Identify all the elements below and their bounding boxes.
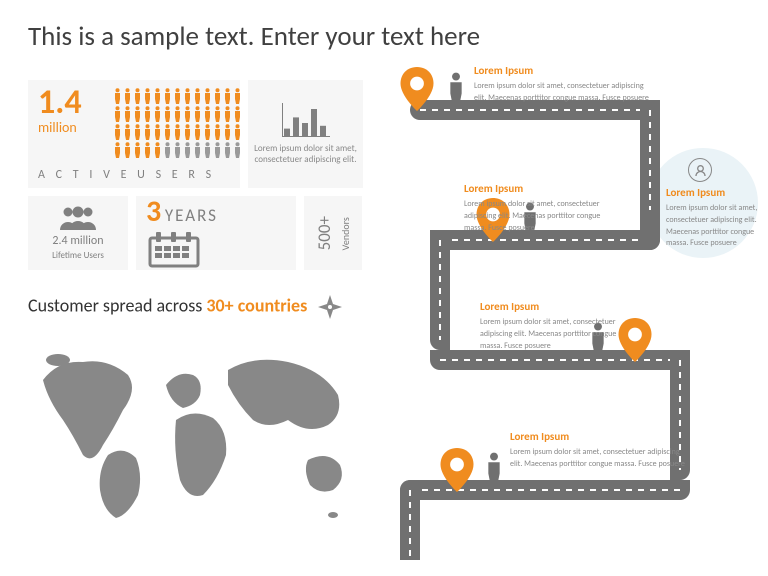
active-users-label: A C T I V E U S E R S [38,168,215,182]
vendors-block: 500+ Vendors [304,196,362,270]
stop-title: Lorem Ipsum [510,430,690,444]
compass-icon [317,294,343,320]
chart-caption: Lorem ipsum dolor sit amet, consectetuer… [254,143,357,166]
person-icon [446,72,466,106]
stop-title: Lorem Ipsum [480,300,640,314]
page-title: This is a sample text. Enter your text h… [28,20,480,53]
stop-desc: Lorem ipsum dolor sit amet, consectetuer… [464,199,600,232]
stop-desc: Lorem ipsum dolor sit amet, consectetuer… [666,203,757,248]
stop-title: Lorem Ipsum [464,182,624,196]
years-label: YEARS [165,205,218,226]
lifetime-users-number: 2.4 million [52,234,103,248]
active-users-block: 1.4 million A C T I V E U S E R S [28,80,240,188]
stop-5: Lorem Ipsum Lorem ipsum dolor sit amet, … [510,430,690,470]
stop-title: Lorem Ipsum [474,64,654,78]
person-icon [484,452,504,486]
lifetime-users-block: 2.4 million Lifetime Users [28,196,128,270]
countries-prefix: Customer spread across [28,294,206,316]
stop-title: Lorem Ipsum [666,186,766,200]
users-icon [57,206,99,232]
bar-chart-icon [282,103,330,137]
countries-highlight: 30+ countries [206,294,307,316]
stop-4: Lorem Ipsum Lorem ipsum dolor sit amet, … [480,300,640,351]
map-pin-icon [400,67,434,111]
people-grid-icon [114,88,244,160]
avatar-icon [688,158,712,182]
vendors-label: Vendors [339,216,352,250]
map-pin-icon [440,448,474,492]
calendar-icon [146,232,202,268]
stop-desc: Lorem ipsum dolor sit amet, consectetuer… [510,447,685,469]
countries-heading: Customer spread across 30+ countries [28,294,343,320]
stop-1: Lorem Ipsum Lorem ipsum dolor sit amet, … [474,64,654,104]
world-map-icon [28,340,358,540]
stop-3: Lorem Ipsum Lorem ipsum dolor sit amet, … [464,182,624,233]
lifetime-users-label: Lifetime Users [52,250,104,261]
stop-desc: Lorem ipsum dolor sit amet, consectetuer… [474,81,649,103]
chart-block: Lorem ipsum dolor sit amet, consectetuer… [248,80,363,188]
years-number: 3 [146,193,161,230]
stop-2: Lorem Ipsum Lorem ipsum dolor sit amet, … [666,186,766,249]
vendors-number: 500+ [314,216,335,250]
road-graphic: Lorem Ipsum Lorem ipsum dolor sit amet, … [370,70,760,560]
stop-desc: Lorem ipsum dolor sit amet, consectetuer… [480,317,616,350]
years-block: 3 YEARS [136,196,296,270]
